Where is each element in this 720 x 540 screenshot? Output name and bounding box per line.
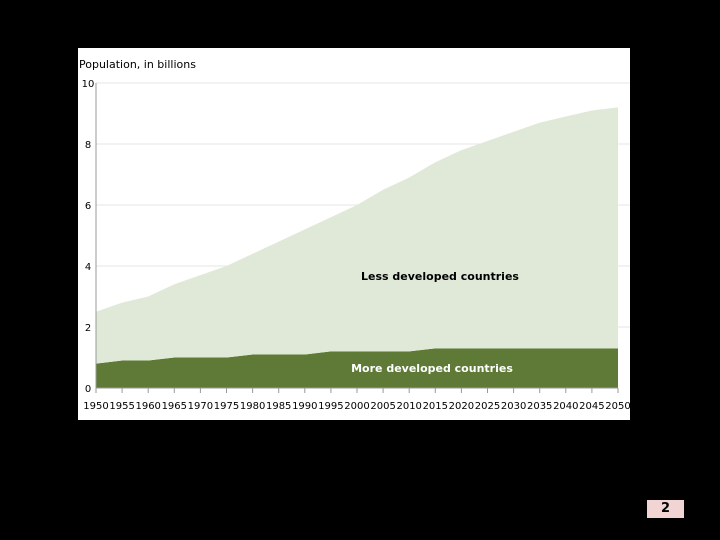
x-tick-label-2015: 2015 xyxy=(423,401,448,412)
area-less-developed xyxy=(96,107,618,364)
x-tick-label-1995: 1995 xyxy=(318,401,343,412)
y-tick-label-0: 0 xyxy=(85,384,91,395)
x-tick-label-1965: 1965 xyxy=(162,401,187,412)
y-tick-label-8: 8 xyxy=(85,140,91,151)
x-tick-label-2005: 2005 xyxy=(370,401,395,412)
x-tick-label-2040: 2040 xyxy=(553,401,578,412)
x-tick-label-2030: 2030 xyxy=(501,401,526,412)
area-series xyxy=(96,107,618,388)
x-tick-label-2035: 2035 xyxy=(527,401,552,412)
x-tick-label-2000: 2000 xyxy=(344,401,369,412)
x-tick-label-1985: 1985 xyxy=(266,401,291,412)
x-tick-label-1970: 1970 xyxy=(188,401,213,412)
y-tick-label-6: 6 xyxy=(85,201,91,212)
x-tick-label-1975: 1975 xyxy=(214,401,239,412)
x-tick-label-2050: 2050 xyxy=(605,401,630,412)
x-tick-label-2020: 2020 xyxy=(449,401,474,412)
y-tick-label-4: 4 xyxy=(85,262,91,273)
x-tick-label-1955: 1955 xyxy=(109,401,134,412)
series-label-more-developed: More developed countries xyxy=(351,362,513,375)
x-tick-label-1960: 1960 xyxy=(135,401,160,412)
series-label-less-developed: Less developed countries xyxy=(361,270,519,283)
x-tick-label-1980: 1980 xyxy=(240,401,265,412)
chart-panel: 0 2 4 6 8 10 1950 1955 1960 1965 1970 1975 1980 1985 1… xyxy=(78,48,630,420)
x-tick-label-2025: 2025 xyxy=(475,401,500,412)
page-number-badge: 2 xyxy=(647,500,684,518)
area-more-developed xyxy=(96,348,618,388)
y-tick-label-2: 2 xyxy=(85,323,91,334)
x-tick-label-2010: 2010 xyxy=(396,401,421,412)
x-tick-label-1950: 1950 xyxy=(83,401,108,412)
y-tick-label-10: 10 xyxy=(82,79,95,90)
x-tick-label-1990: 1990 xyxy=(292,401,317,412)
chart-title: Population, in billions xyxy=(79,58,196,71)
x-tick-label-2045: 2045 xyxy=(579,401,604,412)
